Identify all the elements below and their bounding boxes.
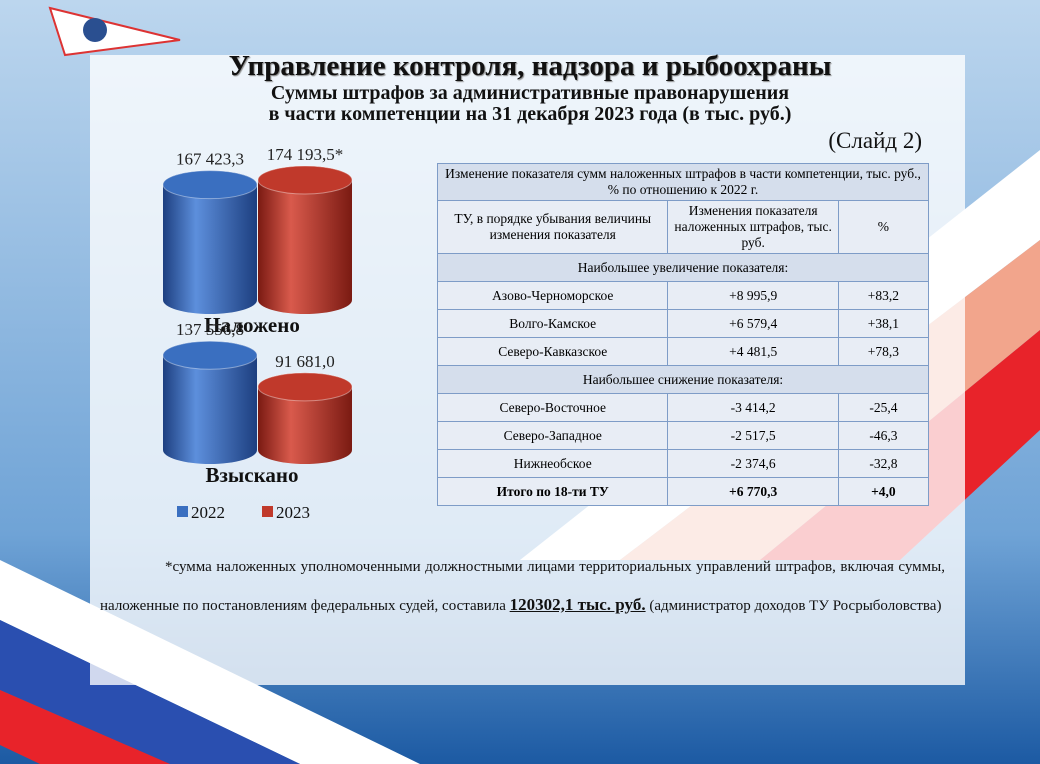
table-row: Северо-Кавказское +4 481,5 +78,3 xyxy=(436,337,930,366)
table-row: Нижнеобское -2 374,6 -32,8 xyxy=(436,449,930,478)
cylinder-top xyxy=(162,340,258,370)
category-label: Взыскано xyxy=(205,463,298,487)
table-cell: +83,2 xyxy=(837,281,930,310)
subtitle: Суммы штрафов за административные правон… xyxy=(270,82,790,104)
footnote-text: *сумма наложенных уполномоченными должно… xyxy=(100,559,945,614)
category-label: Наложено xyxy=(204,313,300,337)
table-cell: +8 995,9 xyxy=(667,281,839,310)
flag-stripe xyxy=(0,690,170,764)
cylinder-top xyxy=(257,165,353,195)
table-cell: -2 374,6 xyxy=(667,449,839,478)
table-title: Изменение показателя сумм наложенных штр… xyxy=(437,163,929,201)
logo-emblem xyxy=(83,18,107,42)
table-row: Изменение показателя сумм наложенных штр… xyxy=(437,163,929,201)
section-label: Наибольшее снижение показателя: xyxy=(437,365,929,394)
table-row: Северо-Восточное -3 414,2 -25,4 xyxy=(436,393,930,422)
column-header: % xyxy=(837,200,930,254)
table-row: Волго-Камское +6 579,4 +38,1 xyxy=(436,309,930,338)
total-cell: +6 770,3 xyxy=(667,477,839,506)
value-label: 91 681,0 xyxy=(275,352,335,371)
cylinder-top xyxy=(257,372,353,402)
legend-label: 2023 xyxy=(276,503,310,522)
footnote-amount: 120302,1 тыс. руб. xyxy=(509,595,646,614)
table-row: Итого по 18-ти ТУ +6 770,3 +4,0 xyxy=(436,477,930,506)
slide-label: (Слайд 2) xyxy=(828,128,922,153)
subtitle: в части компетенции на 31 декабря 2023 г… xyxy=(268,103,792,125)
table-cell: Нижнеобское xyxy=(436,449,669,478)
total-cell: +4,0 xyxy=(837,477,930,506)
legend-label: 2022 xyxy=(191,503,225,522)
cylinder xyxy=(258,166,352,314)
footnote: *сумма наложенных уполномоченными должно… xyxy=(100,548,945,625)
legend-swatch xyxy=(262,506,273,517)
table-row: Азово-Черноморское +8 995,9 +83,2 xyxy=(436,281,930,310)
total-cell: Итого по 18-ти ТУ xyxy=(436,477,669,506)
table-cell: +38,1 xyxy=(837,309,930,338)
value-label: 137 556,8 xyxy=(176,320,244,339)
legend-swatch xyxy=(177,506,188,517)
table-cell: -32,8 xyxy=(837,449,930,478)
table-cell: Северо-Кавказское xyxy=(436,337,669,366)
table-cell: +78,3 xyxy=(837,337,930,366)
table-row: Наибольшее снижение показателя: xyxy=(437,365,929,394)
cylinder-top xyxy=(162,170,258,200)
table-cell: -2 517,5 xyxy=(667,421,839,450)
cylinder xyxy=(163,341,257,464)
table: Изменение показателя сумм наложенных штр… xyxy=(436,163,930,506)
table-cell: Азово-Черноморское xyxy=(436,281,669,310)
table-cell: Северо-Восточное xyxy=(436,393,669,422)
table-row: Северо-Западное -2 517,5 -46,3 xyxy=(436,421,930,450)
table-cell: -3 414,2 xyxy=(667,393,839,422)
table-cell: +6 579,4 xyxy=(667,309,839,338)
column-header: Изменения показателя наложенных штрафов,… xyxy=(667,200,839,254)
logo-pennant xyxy=(48,6,181,57)
table-cell: -25,4 xyxy=(837,393,930,422)
table-cell: Волго-Камское xyxy=(436,309,669,338)
section-label: Наибольшее увеличение показателя: xyxy=(437,253,929,282)
cylinder xyxy=(163,170,257,314)
table-row: Наибольшее увеличение показателя: xyxy=(437,253,929,282)
table-cell: -46,3 xyxy=(837,421,930,450)
table-cell: Северо-Западное xyxy=(436,421,669,450)
table-cell: +4 481,5 xyxy=(667,337,839,366)
footnote-text: (администратор доходов ТУ Росрыболовства… xyxy=(649,598,942,614)
value-label: 174 193,5* xyxy=(267,145,344,164)
value-label: 167 423,3 xyxy=(176,150,244,169)
column-header: ТУ, в порядке убывания величины изменени… xyxy=(436,200,669,254)
title: Управление контроля, надзора и рыбоохран… xyxy=(228,50,832,82)
flag-stripe xyxy=(0,620,300,764)
table-row: ТУ, в порядке убывания величины изменени… xyxy=(436,200,930,254)
